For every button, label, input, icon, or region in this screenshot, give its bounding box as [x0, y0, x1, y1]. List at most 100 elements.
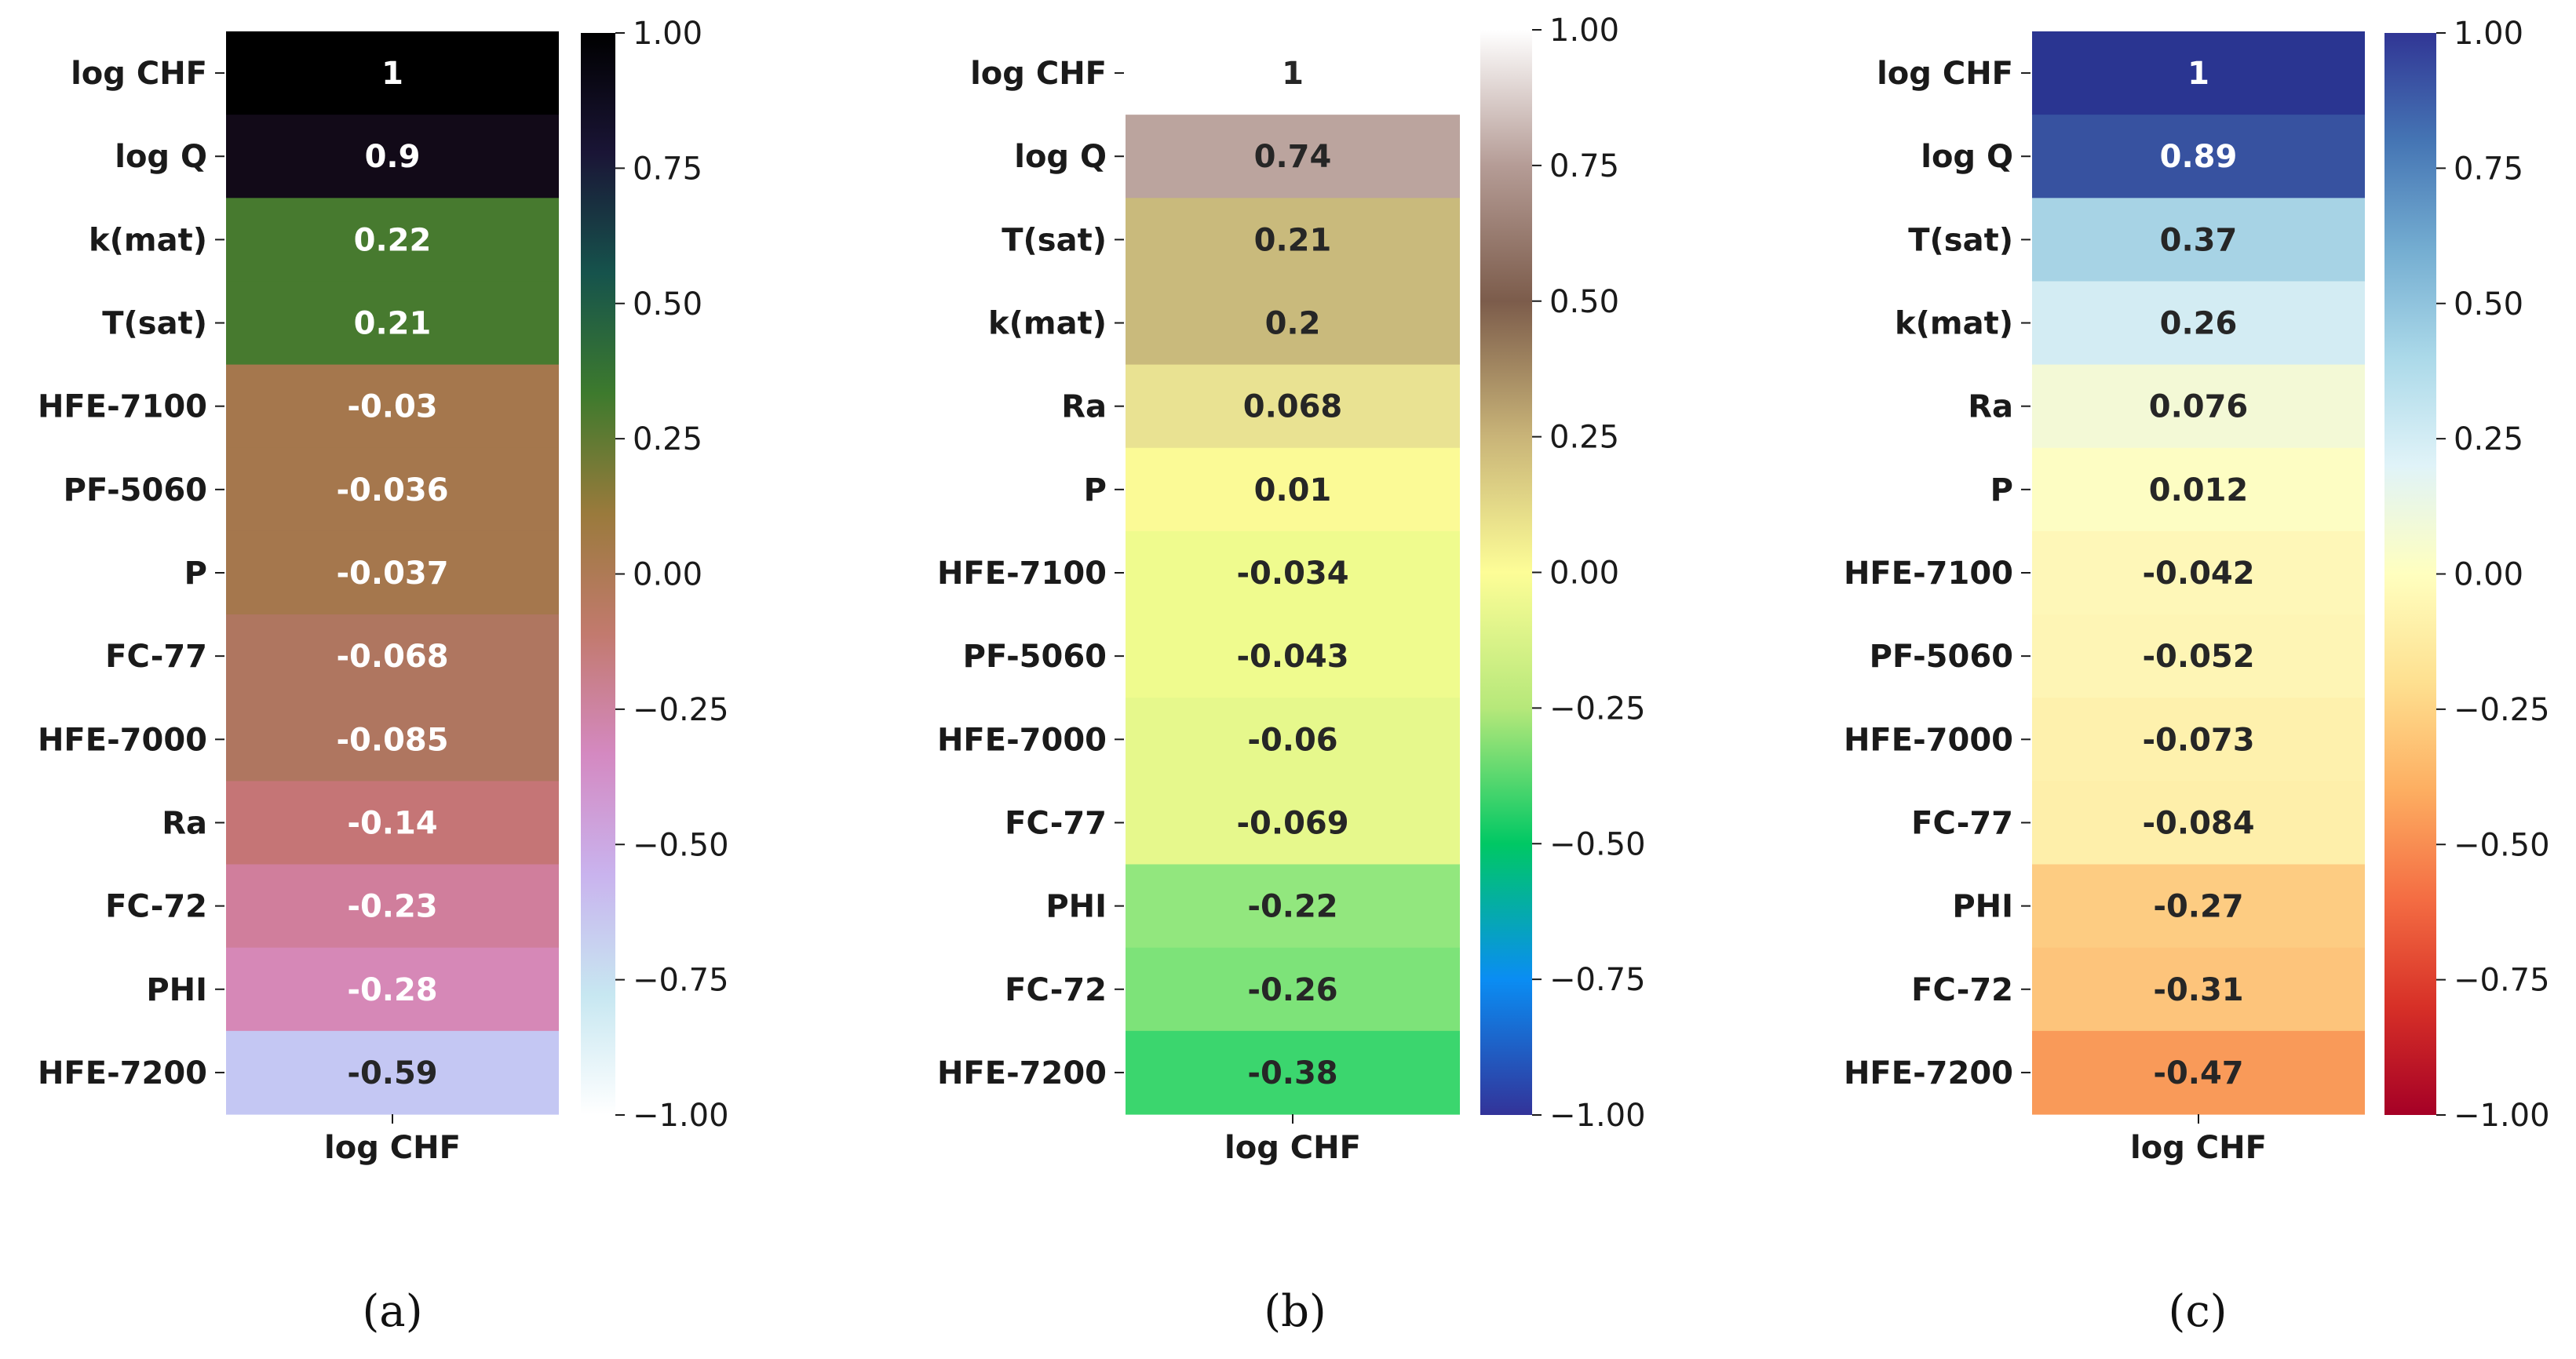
panel-b: log CHF 1 log Q 0.74 T(sat) 0.21 k(mat) 0.2 Ra 0.… — [937, 13, 1646, 1337]
heatmap-cell-a-1 — [226, 115, 559, 199]
colorbar-c — [2384, 33, 2436, 1115]
cell-value-c-7: -0.052 — [2142, 639, 2254, 675]
heatmap-cell-c-1 — [2032, 115, 2365, 199]
colorbar-b — [1480, 30, 1532, 1115]
row-label-a-12: HFE-7200 — [38, 1055, 207, 1091]
colorbar-tick-label-c-6: −0.50 — [2454, 827, 2550, 863]
row-label-a-10: FC-72 — [105, 889, 207, 925]
cell-value-b-2: 0.21 — [1254, 222, 1332, 258]
colorbar-tick-label-b-4: 0.00 — [1549, 556, 1619, 592]
colorbar-a — [581, 33, 615, 1115]
row-label-b-1: log Q — [1014, 139, 1107, 175]
cell-value-b-5: 0.01 — [1254, 472, 1332, 508]
row-label-a-0: log CHF — [71, 56, 207, 92]
heatmap-cell-b-0 — [1126, 31, 1460, 115]
heatmap-cell-c-8 — [2032, 698, 2365, 782]
row-label-a-8: HFE-7000 — [38, 722, 207, 758]
row-label-c-0: log CHF — [1877, 56, 2013, 92]
heatmap-cell-a-9 — [226, 781, 559, 865]
row-label-b-2: T(sat) — [1002, 222, 1107, 258]
row-label-c-11: FC-72 — [1911, 972, 2013, 1008]
cell-value-b-8: -0.06 — [1247, 722, 1337, 758]
panel-c: log CHF 1 log Q 0.89 T(sat) 0.37 k(mat) 0.26 Ra 0… — [1844, 16, 2550, 1337]
cell-value-c-10: -0.27 — [2153, 889, 2243, 925]
colorbar-tick-label-a-1: 0.75 — [633, 151, 702, 187]
colorbar-tick-label-c-2: 0.50 — [2454, 286, 2523, 322]
heatmap-cell-c-3 — [2032, 281, 2365, 366]
colorbar-tick-label-a-8: −1.00 — [633, 1098, 729, 1134]
colorbar-tick-label-a-4: 0.00 — [633, 557, 702, 593]
cell-value-a-5: -0.036 — [336, 472, 448, 508]
row-label-b-9: FC-77 — [1005, 805, 1107, 841]
colorbar-tick-label-b-6: −0.50 — [1549, 826, 1646, 862]
heatmap-cell-b-9 — [1126, 781, 1460, 865]
row-label-a-9: Ra — [162, 805, 207, 841]
heatmap-cell-b-11 — [1126, 947, 1460, 1032]
cell-value-b-10: -0.22 — [1247, 889, 1337, 925]
row-label-b-7: PF-5060 — [963, 639, 1107, 675]
row-label-b-11: FC-72 — [1005, 972, 1107, 1008]
colorbar-tick-label-c-0: 1.00 — [2454, 16, 2523, 52]
row-label-b-5: P — [1084, 472, 1107, 508]
heatmap-cell-c-10 — [2032, 864, 2365, 949]
colorbar-tick-label-a-7: −0.75 — [633, 963, 729, 999]
heatmap-cell-b-10 — [1126, 864, 1460, 949]
cell-value-a-6: -0.037 — [336, 556, 448, 592]
heatmap-cell-a-5 — [226, 447, 559, 532]
colorbar-tick-label-c-3: 0.25 — [2454, 421, 2523, 457]
cell-value-c-6: -0.042 — [2142, 556, 2254, 592]
cell-value-a-4: -0.03 — [347, 389, 437, 425]
cell-value-c-9: -0.084 — [2142, 805, 2254, 841]
cell-value-b-7: -0.043 — [1236, 639, 1348, 675]
panel-caption-a: (a) — [362, 1286, 422, 1337]
row-label-b-3: k(mat) — [988, 306, 1107, 342]
colorbar-tick-label-a-5: −0.25 — [633, 692, 729, 728]
heatmap-cell-a-8 — [226, 698, 559, 782]
panel-caption-b: (b) — [1264, 1286, 1326, 1337]
heatmap-cell-c-9 — [2032, 781, 2365, 865]
colorbar-tick-label-c-8: −1.00 — [2454, 1098, 2550, 1134]
row-label-c-7: PF-5060 — [1870, 639, 2013, 675]
colorbar-tick-label-b-8: −1.00 — [1549, 1098, 1646, 1134]
colorbar-tick-label-b-2: 0.50 — [1549, 284, 1619, 320]
cell-value-b-4: 0.068 — [1243, 389, 1343, 425]
heatmap-cell-c-4 — [2032, 364, 2365, 449]
heatmap-cell-b-5 — [1126, 447, 1460, 532]
colorbar-tick-label-c-5: −0.25 — [2454, 692, 2550, 728]
colorbar-tick-label-b-0: 1.00 — [1549, 13, 1619, 49]
row-label-a-6: P — [184, 556, 207, 592]
row-label-c-5: P — [1990, 472, 2013, 508]
colorbar-tick-label-b-3: 0.25 — [1549, 420, 1619, 456]
heatmap-cell-c-5 — [2032, 447, 2365, 532]
cell-value-a-0: 1 — [381, 56, 403, 92]
panel-a: log CHF 1 log Q 0.9 k(mat) 0.22 T(sat) 0.21 HFE-… — [38, 16, 729, 1337]
heatmap-cell-b-12 — [1126, 1030, 1460, 1115]
row-label-c-9: FC-77 — [1911, 805, 2013, 841]
heatmap-cell-a-2 — [226, 198, 559, 282]
heatmap-cell-a-10 — [226, 864, 559, 949]
row-label-c-2: T(sat) — [1908, 222, 2013, 258]
row-label-b-10: PHI — [1045, 889, 1107, 925]
heatmap-cell-a-4 — [226, 364, 559, 449]
cell-value-b-0: 1 — [1282, 56, 1304, 92]
cell-value-a-9: -0.14 — [347, 805, 437, 841]
cell-value-b-9: -0.069 — [1236, 805, 1348, 841]
heatmap-cell-b-1 — [1126, 115, 1460, 199]
row-label-a-5: PF-5060 — [64, 472, 207, 508]
colorbar-tick-label-a-3: 0.25 — [633, 421, 702, 457]
cell-value-b-12: -0.38 — [1247, 1055, 1337, 1091]
heatmap-cell-b-8 — [1126, 698, 1460, 782]
cell-value-b-3: 0.2 — [1265, 306, 1321, 342]
colorbar-tick-label-a-6: −0.50 — [633, 827, 729, 863]
heatmap-cell-b-7 — [1126, 614, 1460, 698]
heatmap-cell-c-2 — [2032, 198, 2365, 282]
heatmap-cell-c-7 — [2032, 614, 2365, 698]
colorbar-tick-label-b-1: 0.75 — [1549, 148, 1619, 184]
colorbar-tick-label-c-7: −0.75 — [2454, 963, 2550, 999]
heatmap-cell-b-4 — [1126, 364, 1460, 449]
cell-value-c-4: 0.076 — [2149, 389, 2249, 425]
cell-value-b-6: -0.034 — [1236, 556, 1348, 592]
x-label-a: log CHF — [324, 1130, 461, 1166]
row-label-c-10: PHI — [1952, 889, 2013, 925]
